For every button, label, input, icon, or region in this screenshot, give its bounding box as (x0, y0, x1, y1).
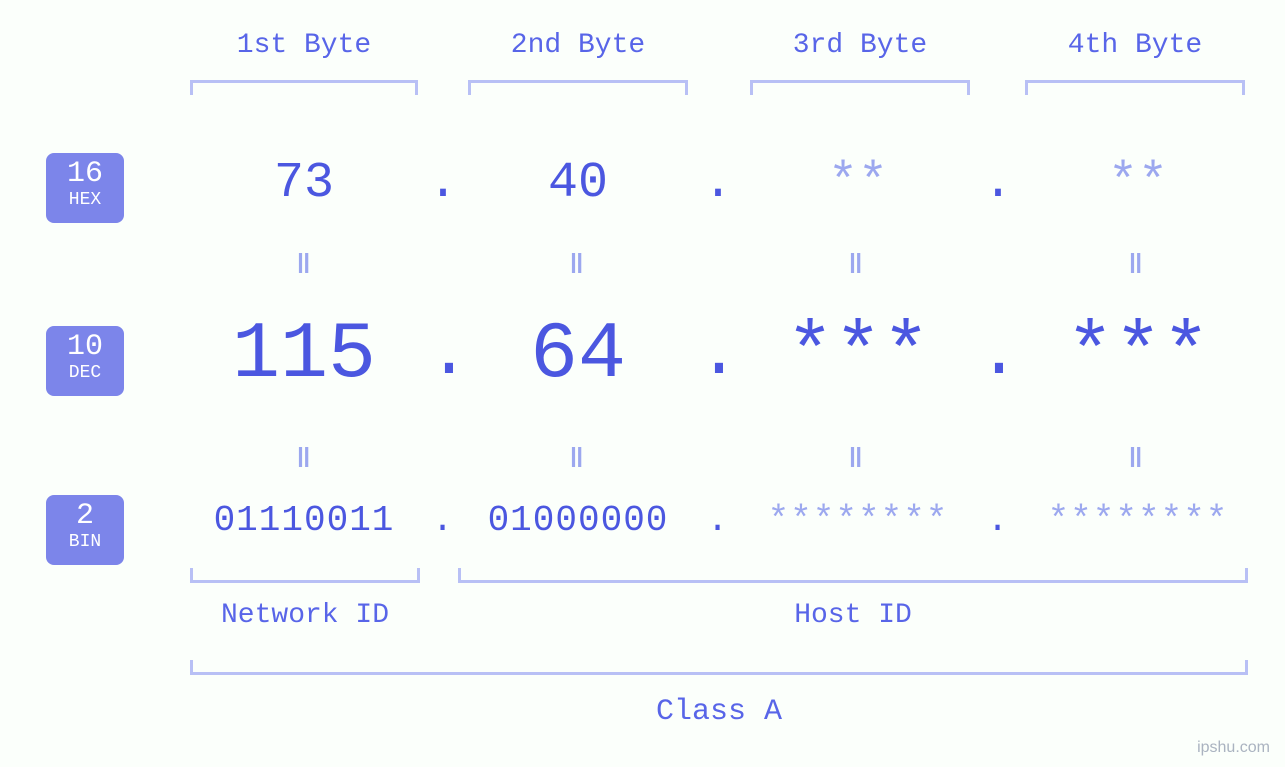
hex-byte3: ** (738, 155, 978, 212)
bin-byte3: ******** (738, 500, 978, 541)
eq-2-4: ǁ (968, 442, 1285, 474)
byte1-top-bracket (190, 80, 418, 95)
hex-base-label: HEX (46, 189, 124, 211)
byte3-top-bracket (750, 80, 970, 95)
byte2-header: 2nd Byte (458, 30, 698, 61)
hex-row: 73 . 40 . ** . ** (180, 155, 1255, 212)
dec-badge: 10 DEC (46, 326, 124, 396)
bin-base-label: BIN (46, 531, 124, 553)
hex-badge: 16 HEX (46, 153, 124, 223)
watermark: ipshu.com (1197, 739, 1270, 757)
hex-byte2: 40 (458, 155, 698, 212)
hex-dot3: . (978, 155, 1018, 212)
hex-base-num: 16 (46, 159, 124, 189)
eq-1-4: ǁ (968, 248, 1285, 280)
dec-row: 115 . 64 . *** . *** (180, 310, 1255, 401)
dec-dot3: . (978, 316, 1018, 395)
bin-dot1: . (428, 500, 458, 541)
equals-row-2: ǁ ǁ ǁ ǁ (180, 442, 1255, 474)
host-id-label: Host ID (458, 600, 1248, 631)
dec-byte4: *** (1018, 310, 1258, 401)
bin-dot3: . (978, 500, 1018, 541)
equals-row-1: ǁ ǁ ǁ ǁ (180, 248, 1255, 280)
dec-byte2: 64 (458, 310, 698, 401)
class-label: Class A (190, 695, 1248, 729)
dec-base-label: DEC (46, 362, 124, 384)
dec-dot1: . (428, 316, 458, 395)
byte4-header: 4th Byte (1015, 30, 1255, 61)
bin-badge: 2 BIN (46, 495, 124, 565)
bin-byte4: ******** (1018, 500, 1258, 541)
dec-byte3: *** (738, 310, 978, 401)
hex-dot2: . (698, 155, 738, 212)
class-bracket (190, 660, 1248, 675)
bin-byte2: 01000000 (458, 500, 698, 541)
bin-row: 01110011 . 01000000 . ******** . *******… (180, 500, 1255, 541)
byte2-top-bracket (468, 80, 688, 95)
dec-byte1: 115 (180, 310, 428, 401)
network-id-bracket (190, 568, 420, 583)
dec-base-num: 10 (46, 332, 124, 362)
host-id-bracket (458, 568, 1248, 583)
hex-byte1: 73 (180, 155, 428, 212)
byte4-top-bracket (1025, 80, 1245, 95)
bin-dot2: . (698, 500, 738, 541)
network-id-label: Network ID (190, 600, 420, 631)
bin-base-num: 2 (46, 501, 124, 531)
byte3-header: 3rd Byte (740, 30, 980, 61)
hex-byte4: ** (1018, 155, 1258, 212)
hex-dot1: . (428, 155, 458, 212)
dec-dot2: . (698, 316, 738, 395)
byte1-header: 1st Byte (180, 30, 428, 61)
bin-byte1: 01110011 (180, 500, 428, 541)
